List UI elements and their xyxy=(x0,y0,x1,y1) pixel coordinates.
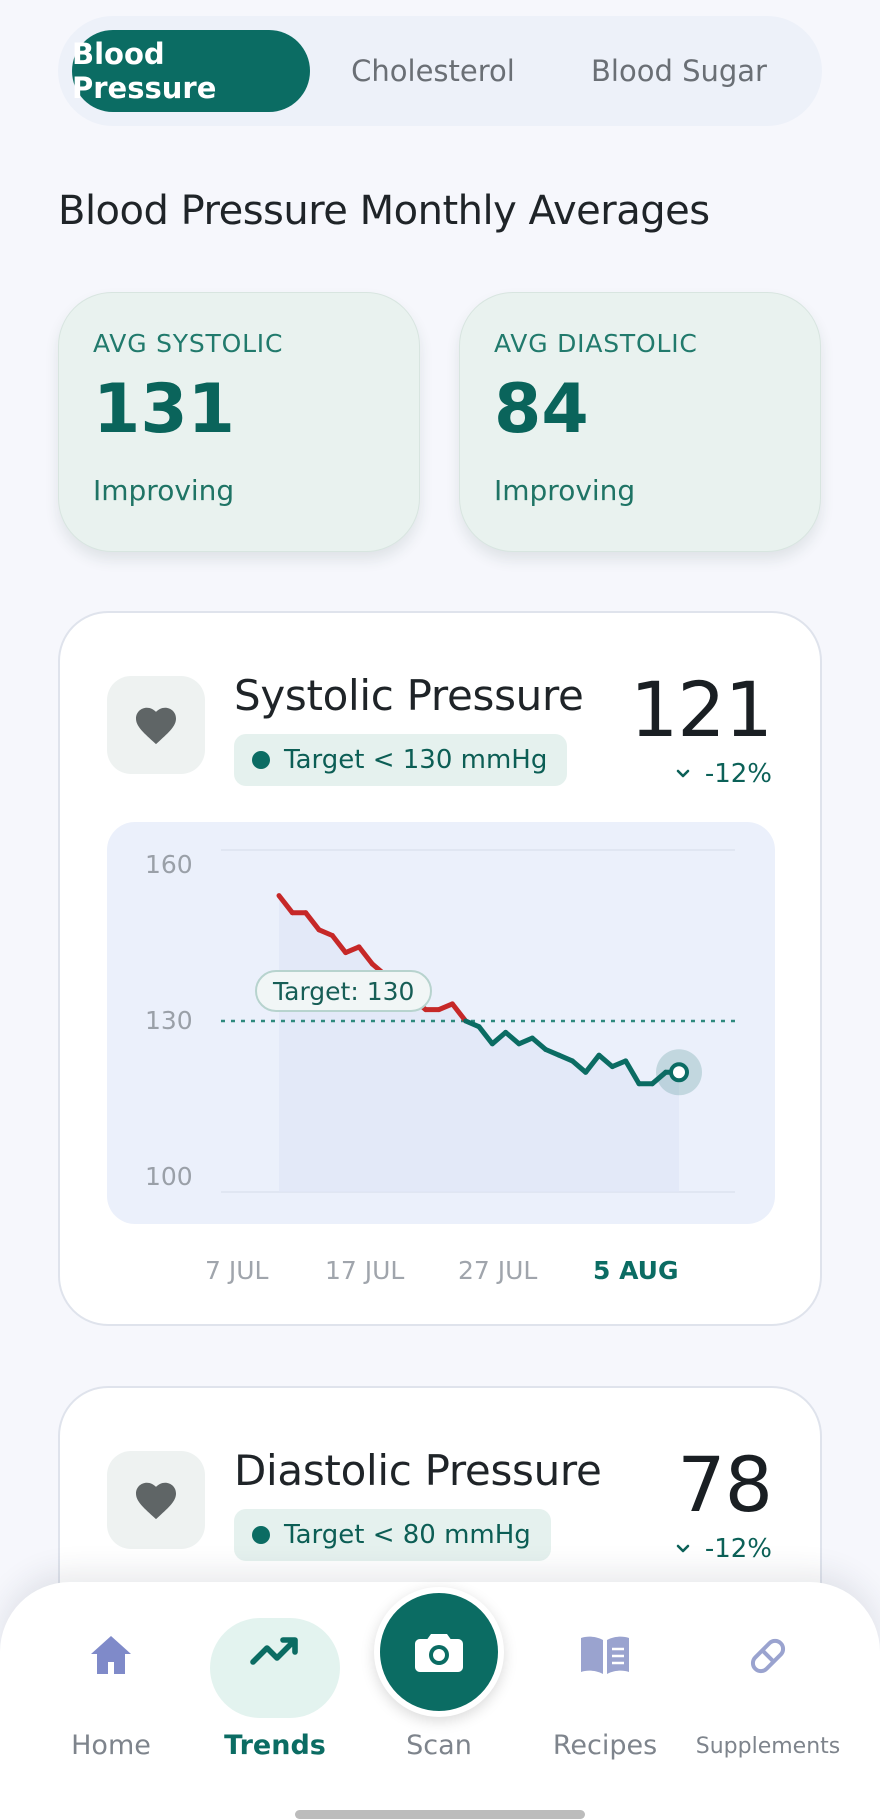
avg-diastolic-label: AVG DIASTOLIC xyxy=(494,329,698,358)
tab-blood-pressure[interactable]: Blood Pressure xyxy=(72,30,310,112)
home-indicator xyxy=(295,1810,585,1819)
target-dot xyxy=(252,751,270,769)
page-title: Blood Pressure Monthly Averages xyxy=(58,188,710,234)
series-segment xyxy=(303,910,322,933)
metric-tabs: Blood Pressure Cholesterol Blood Sugar xyxy=(58,16,822,126)
series-segment xyxy=(476,1024,495,1047)
nav-recipes-label: Recipes xyxy=(552,1730,658,1761)
series-segment xyxy=(449,1001,469,1024)
systolic-chart-plot xyxy=(221,849,735,1193)
chevron-down-icon xyxy=(676,1544,690,1553)
systolic-target-text: Target < 130 mmHg xyxy=(284,745,548,775)
y-tick-label: 130 xyxy=(145,1006,193,1035)
diastolic-value: 78 xyxy=(677,1440,773,1529)
series-segment xyxy=(649,1069,669,1087)
heart-icon xyxy=(107,1451,205,1549)
avg-diastolic-value: 84 xyxy=(494,370,589,449)
nav-scan-label: Scan xyxy=(406,1730,472,1761)
trending-up-icon xyxy=(250,1637,298,1665)
series-segment xyxy=(583,1052,602,1075)
x-tick-label: 17 JUL xyxy=(325,1256,405,1285)
systolic-title: Systolic Pressure xyxy=(234,671,584,720)
systolic-chart: 160 130 100 Target: 130 xyxy=(107,822,775,1224)
systolic-change-text: -12% xyxy=(704,759,772,789)
nav-trends-label: Trends xyxy=(224,1730,326,1761)
target-dot xyxy=(252,1526,270,1544)
avg-systolic-status: Improving xyxy=(93,474,235,507)
tab-blood-sugar[interactable]: Blood Sugar xyxy=(591,54,767,88)
nav-home-label: Home xyxy=(71,1730,151,1761)
series-segment xyxy=(356,944,375,967)
nav-supplements[interactable]: Supplements xyxy=(693,1582,843,1782)
x-tick-label: 27 JUL xyxy=(458,1256,538,1285)
current-point xyxy=(669,1062,689,1083)
diastolic-target-text: Target < 80 mmHg xyxy=(284,1520,531,1550)
target-line-label: Target: 130 xyxy=(255,970,433,1012)
avg-diastolic-card[interactable]: AVG DIASTOLIC 84 Improving xyxy=(459,292,821,552)
chevron-down-icon xyxy=(676,769,690,778)
y-tick-label: 100 xyxy=(145,1162,193,1191)
diastolic-change: -12% xyxy=(675,1534,772,1564)
book-icon xyxy=(581,1636,629,1674)
x-tick-label: 7 JUL xyxy=(205,1256,269,1285)
nav-supplements-label: Supplements xyxy=(695,1734,841,1759)
systolic-value: 121 xyxy=(629,665,773,754)
series-segment xyxy=(503,1029,522,1047)
systolic-target-chip: Target < 130 mmHg xyxy=(234,734,568,786)
nav-scan[interactable]: Scan xyxy=(364,1582,514,1782)
avg-systolic-card[interactable]: AVG SYSTOLIC 131 Improving xyxy=(58,292,420,552)
diastolic-title: Diastolic Pressure xyxy=(234,1446,602,1495)
bottom-navigation: Home Trends Scan Recipes Supplements xyxy=(0,1582,880,1819)
series-segment xyxy=(329,933,349,956)
systolic-card[interactable]: Systolic Pressure Target < 130 mmHg 121 … xyxy=(58,611,822,1326)
systolic-change: -12% xyxy=(675,759,772,789)
diastolic-change-text: -12% xyxy=(704,1534,772,1564)
y-tick-label: 160 xyxy=(145,850,193,879)
avg-systolic-label: AVG SYSTOLIC xyxy=(93,329,284,358)
series-segment xyxy=(623,1058,642,1087)
chart-area-fill xyxy=(279,895,679,1192)
heart-icon xyxy=(107,676,205,774)
series-segment xyxy=(596,1052,615,1070)
avg-diastolic-status: Improving xyxy=(494,474,636,507)
camera-icon xyxy=(415,1634,463,1672)
tab-cholesterol[interactable]: Cholesterol xyxy=(351,54,515,88)
scan-button[interactable] xyxy=(374,1587,504,1717)
series-segment xyxy=(276,893,295,916)
home-icon xyxy=(91,1636,131,1674)
series-segment xyxy=(569,1058,589,1075)
diastolic-target-chip: Target < 80 mmHg xyxy=(234,1509,551,1561)
avg-systolic-value: 131 xyxy=(93,370,235,449)
nav-trends[interactable]: Trends xyxy=(200,1582,350,1782)
nav-active-indicator xyxy=(210,1618,340,1718)
pill-icon xyxy=(750,1638,786,1674)
series-segment xyxy=(489,1029,509,1047)
x-tick-label-current: 5 AUG xyxy=(593,1256,679,1285)
series-segment xyxy=(529,1035,549,1052)
nav-recipes[interactable]: Recipes xyxy=(530,1582,680,1782)
nav-home[interactable]: Home xyxy=(36,1582,186,1782)
